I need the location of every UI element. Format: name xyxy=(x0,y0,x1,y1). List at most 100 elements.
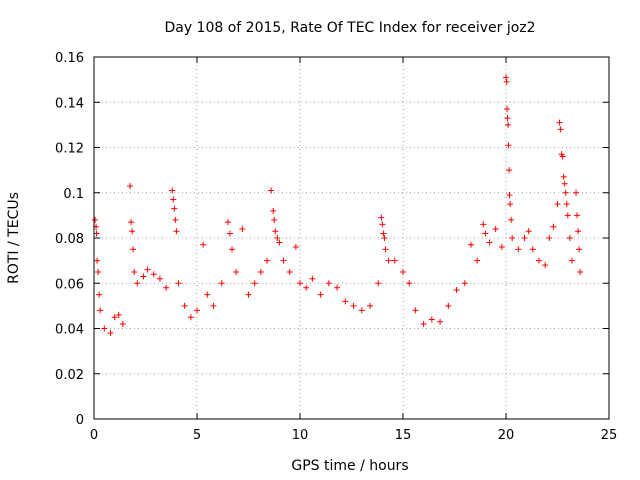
data-point xyxy=(194,307,200,314)
data-point xyxy=(245,291,252,298)
y-tick-label: 0.02 xyxy=(55,368,84,383)
x-tick-label: 5 xyxy=(193,428,201,443)
chart-title: Day 108 of 2015, Rate Of TEC Index for r… xyxy=(164,20,535,36)
data-point xyxy=(521,235,528,241)
data-point xyxy=(128,219,135,226)
data-point xyxy=(334,284,341,291)
data-point xyxy=(556,119,563,126)
data-point xyxy=(550,223,557,230)
data-point xyxy=(506,192,513,199)
data-point xyxy=(156,275,163,282)
data-point xyxy=(251,280,258,287)
data-point xyxy=(506,167,513,174)
data-point xyxy=(420,320,427,327)
data-point xyxy=(559,153,566,160)
data-point xyxy=(461,280,468,287)
data-point xyxy=(508,216,515,223)
x-tick-label: 20 xyxy=(498,428,515,443)
x-tick-label: 10 xyxy=(292,428,309,443)
data-point xyxy=(181,302,188,309)
data-point xyxy=(204,291,211,298)
data-point xyxy=(406,280,413,287)
x-tick-label: 0 xyxy=(90,428,98,443)
x-tick-label: 15 xyxy=(395,428,412,443)
data-point xyxy=(257,268,264,275)
data-point xyxy=(504,115,511,122)
data-point xyxy=(233,268,240,275)
data-point xyxy=(127,182,134,189)
data-point xyxy=(224,219,231,226)
data-point xyxy=(107,330,114,337)
data-point xyxy=(563,201,570,208)
data-point xyxy=(503,78,510,85)
data-point xyxy=(561,180,568,187)
data-point xyxy=(378,214,385,221)
data-point xyxy=(546,235,553,241)
data-point xyxy=(325,280,332,287)
data-point xyxy=(568,257,575,264)
data-point xyxy=(445,302,452,309)
data-point xyxy=(498,244,505,251)
data-point xyxy=(379,221,386,228)
data-point xyxy=(400,268,406,275)
data-point xyxy=(101,325,108,332)
y-tick-label: 0.14 xyxy=(55,96,84,111)
y-tick-label: 0.12 xyxy=(55,142,84,157)
data-point xyxy=(504,106,511,113)
data-point xyxy=(382,246,389,253)
data-point xyxy=(474,257,481,264)
data-point xyxy=(286,268,293,275)
data-point xyxy=(144,266,151,273)
x-axis-label: GPS time / hours xyxy=(291,458,408,474)
data-point xyxy=(115,311,122,318)
data-point xyxy=(170,196,177,203)
data-point xyxy=(564,212,571,219)
data-point xyxy=(350,302,357,309)
data-point xyxy=(342,298,349,305)
data-point xyxy=(428,316,435,323)
data-point xyxy=(367,302,374,309)
y-tick-label: 0.08 xyxy=(55,232,84,247)
data-point xyxy=(268,187,275,194)
data-point xyxy=(119,320,126,327)
data-point xyxy=(274,235,281,241)
data-point xyxy=(134,280,141,287)
data-point xyxy=(280,257,287,264)
data-point xyxy=(163,284,170,291)
data-point xyxy=(140,273,147,280)
data-point xyxy=(292,244,299,251)
data-point xyxy=(172,216,179,223)
data-point xyxy=(94,257,101,264)
data-point xyxy=(542,262,549,269)
y-tick-label: 0 xyxy=(76,413,84,428)
data-points xyxy=(92,74,584,337)
data-point xyxy=(381,235,388,241)
data-point xyxy=(525,228,532,235)
data-point xyxy=(437,318,444,325)
data-point xyxy=(575,228,582,235)
data-point xyxy=(270,207,277,214)
data-point xyxy=(303,284,310,291)
data-point xyxy=(218,280,225,287)
data-point xyxy=(187,314,194,321)
data-point xyxy=(264,257,271,264)
data-point xyxy=(130,246,137,253)
data-point xyxy=(150,271,157,278)
data-point xyxy=(505,142,512,149)
x-axis: 0 5 10 15 20 25 xyxy=(90,57,617,443)
data-point xyxy=(175,280,182,287)
data-point xyxy=(492,225,499,232)
data-point xyxy=(297,280,303,287)
x-tick-label: 25 xyxy=(601,428,618,443)
y-tick-label: 0.1 xyxy=(63,187,84,202)
data-point xyxy=(391,257,398,264)
data-point xyxy=(171,205,178,212)
data-point xyxy=(467,241,474,248)
data-point xyxy=(562,189,569,196)
data-point xyxy=(566,235,573,241)
data-point xyxy=(380,230,387,237)
data-point xyxy=(271,216,278,223)
data-point xyxy=(507,201,514,208)
data-point xyxy=(169,187,176,194)
